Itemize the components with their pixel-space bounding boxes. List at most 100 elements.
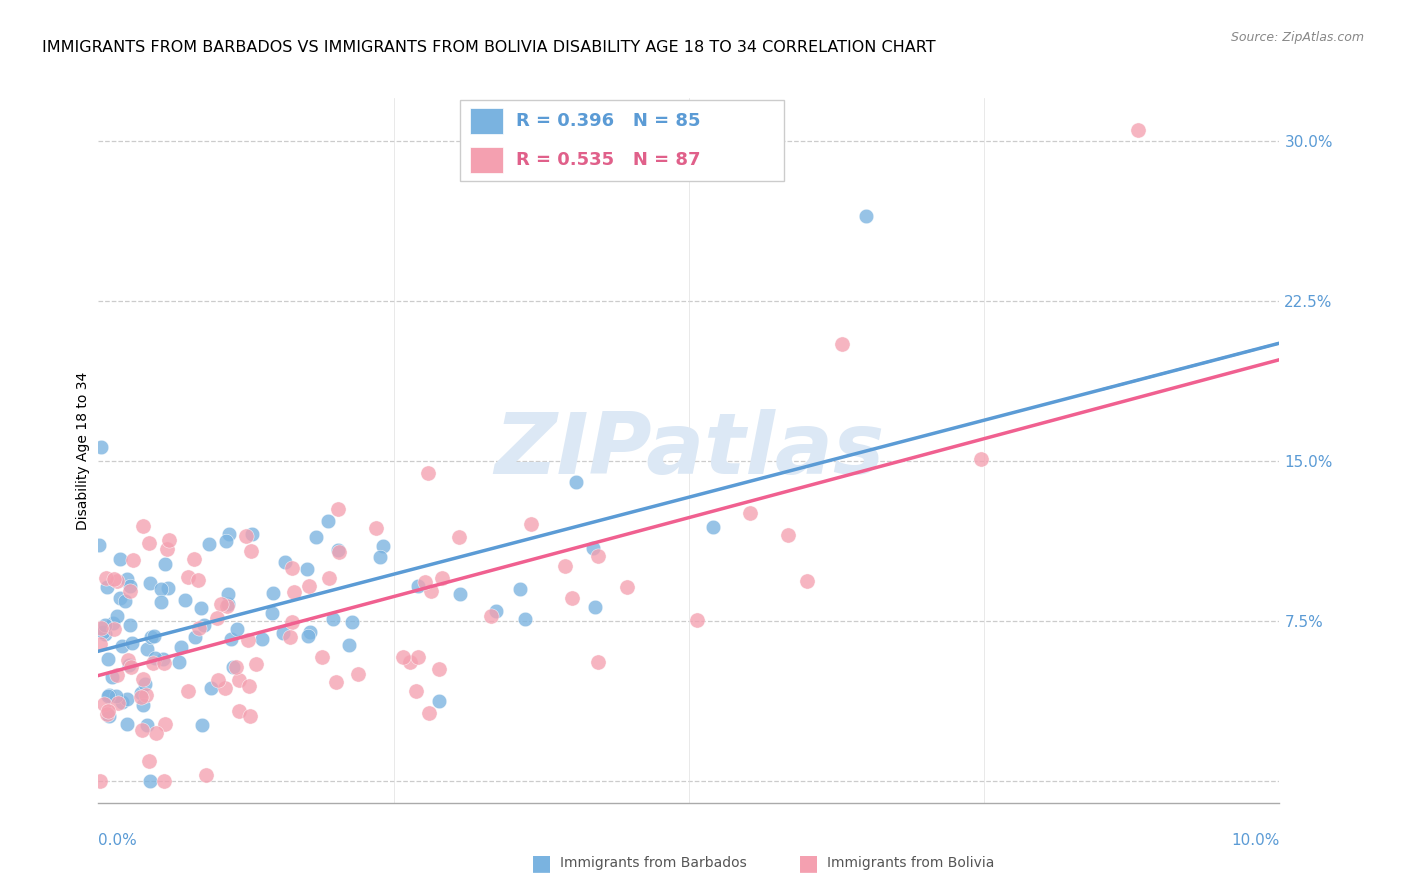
Point (177, 570, 200, 584)
Point (153, 716, 176, 731)
Point (274, 555, 297, 569)
Point (278, 630, 301, 644)
Point (262, 606, 284, 620)
Point (98, 708, 121, 723)
Point (105, 668, 128, 682)
Point (427, 662, 450, 676)
Text: 0.0%: 0.0% (98, 833, 138, 848)
Point (239, 709, 262, 723)
Point (281, 561, 304, 575)
Point (145, 651, 167, 665)
Point (513, 612, 536, 626)
Point (298, 624, 321, 639)
Point (132, 519, 155, 533)
Point (152, 652, 174, 666)
Point (262, 586, 284, 600)
Point (142, 656, 165, 670)
Point (399, 655, 422, 669)
Point (136, 642, 159, 657)
Point (111, 695, 134, 709)
Point (138, 754, 160, 768)
Point (177, 684, 200, 698)
Text: 10.0%: 10.0% (1232, 833, 1279, 848)
Point (205, 610, 228, 624)
Text: ZIPatlas: ZIPatlas (494, 409, 884, 492)
Point (297, 629, 319, 643)
Point (970, 451, 993, 466)
Point (90, 621, 112, 635)
FancyBboxPatch shape (460, 100, 785, 181)
Point (509, 582, 531, 596)
Point (447, 530, 470, 544)
Point (328, 544, 350, 558)
Point (855, 209, 877, 223)
Point (156, 541, 179, 556)
Point (238, 679, 260, 693)
Point (139, 576, 162, 591)
Point (104, 690, 127, 704)
Point (273, 625, 295, 640)
Point (118, 578, 141, 592)
Point (207, 673, 229, 687)
Point (225, 659, 247, 673)
Point (240, 543, 263, 558)
Point (427, 694, 450, 708)
Point (98, 689, 121, 703)
Point (565, 475, 588, 489)
Point (105, 574, 128, 588)
Point (322, 612, 344, 626)
Point (405, 684, 427, 698)
Point (228, 673, 250, 687)
Text: R = 0.535   N = 87: R = 0.535 N = 87 (516, 151, 702, 169)
Point (198, 536, 221, 550)
Point (520, 516, 543, 531)
Point (221, 660, 243, 674)
Point (413, 575, 436, 590)
Point (318, 571, 340, 585)
Point (152, 774, 174, 789)
Point (305, 530, 328, 544)
Point (225, 623, 247, 637)
Point (129, 686, 152, 700)
Point (121, 636, 143, 650)
Point (167, 655, 190, 669)
Text: IMMIGRANTS FROM BARBADOS VS IMMIGRANTS FROM BOLIVIA DISABILITY AGE 18 TO 34 CORR: IMMIGRANTS FROM BARBADOS VS IMMIGRANTS F… (42, 40, 936, 55)
FancyBboxPatch shape (470, 147, 503, 173)
Text: Immigrants from Bolivia: Immigrants from Bolivia (827, 856, 994, 871)
Point (89, 538, 111, 552)
Point (93, 625, 115, 640)
Point (115, 717, 138, 731)
Point (298, 579, 321, 593)
Point (340, 615, 363, 629)
Point (479, 608, 502, 623)
Point (214, 681, 236, 696)
Point (561, 591, 583, 605)
Point (368, 549, 391, 564)
Point (240, 527, 263, 541)
Point (131, 690, 153, 704)
Point (89, 774, 111, 789)
Point (96, 706, 118, 721)
Point (97, 704, 120, 718)
Point (103, 572, 125, 586)
Point (236, 633, 259, 648)
Point (364, 521, 387, 535)
Point (173, 593, 195, 607)
Point (217, 586, 239, 600)
Point (740, 507, 762, 521)
Point (143, 629, 166, 643)
Text: ■: ■ (799, 854, 818, 873)
Point (219, 632, 242, 647)
Point (280, 615, 302, 629)
Point (169, 640, 191, 655)
Point (93, 697, 115, 711)
Y-axis label: Disability Age 18 to 34: Disability Age 18 to 34 (76, 371, 90, 530)
Point (117, 691, 139, 706)
Point (187, 621, 209, 635)
Point (392, 650, 415, 665)
Point (108, 552, 131, 566)
Point (132, 672, 155, 686)
Point (118, 657, 141, 672)
Point (138, 535, 160, 549)
Point (90, 440, 112, 454)
